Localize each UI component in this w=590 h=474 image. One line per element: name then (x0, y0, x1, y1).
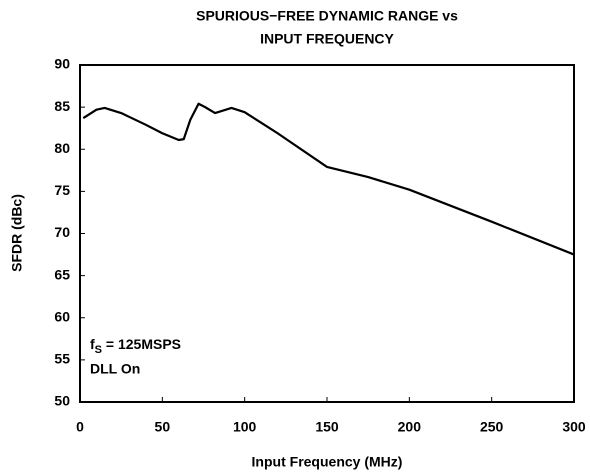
x-tick-label: 200 (398, 419, 422, 435)
y-tick-label: 50 (54, 393, 70, 409)
y-tick-label: 70 (54, 224, 70, 240)
plot-frame (79, 64, 575, 403)
annotation-part: = 125MSPS (102, 336, 181, 352)
annotation-part: f (90, 336, 95, 352)
x-tick-label: 50 (155, 419, 171, 435)
x-tick-label: 100 (233, 419, 257, 435)
chart-title: SPURIOUS−FREE DYNAMIC RANGE vs (196, 8, 458, 24)
chart-title: INPUT FREQUENCY (260, 31, 394, 47)
y-tick-label: 65 (54, 266, 70, 282)
x-tick-label: 250 (480, 419, 504, 435)
x-tick-label: 150 (315, 419, 339, 435)
annotation: DLL On (90, 361, 140, 377)
y-tick-label: 80 (54, 140, 70, 156)
y-axis-label: SFDR (dBc) (9, 194, 25, 272)
annotation-part: S (95, 344, 102, 356)
x-tick-label: 300 (562, 419, 586, 435)
line-series (82, 102, 575, 256)
y-tick-label: 75 (54, 182, 70, 198)
x-tick-label: 0 (76, 419, 84, 435)
y-tick-label: 60 (54, 308, 70, 324)
annotation: fS = 125MSPS (90, 336, 181, 356)
y-tick-label: 90 (54, 56, 70, 72)
x-axis-label: Input Frequency (MHz) (252, 454, 403, 470)
y-tick-label: 85 (54, 98, 70, 114)
y-tick-label: 55 (54, 351, 70, 367)
